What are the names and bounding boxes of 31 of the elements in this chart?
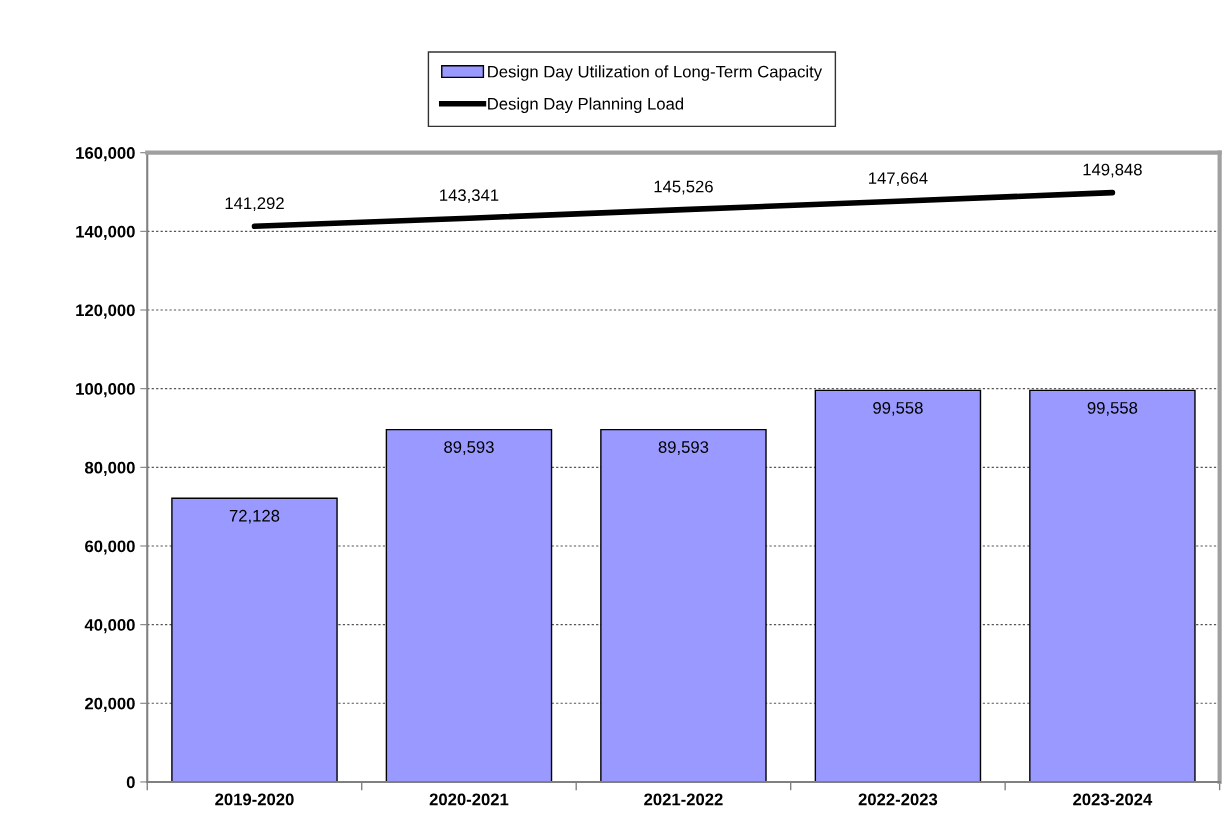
y-tick-label: 20,000 [85,697,135,712]
data-label: 141,292 [225,197,284,212]
y-tick-label: 60,000 [85,540,135,555]
data-label: 99,558 [1087,401,1138,416]
data-label: 99,558 [873,401,923,416]
data-label: 147,664 [869,172,928,186]
y-tick-label: 80,000 [84,461,135,476]
x-tick-label: 2023-2024 [1073,793,1153,806]
y-tick-label: 120,000 [76,304,135,319]
x-tick-label: 2021-2022 [644,793,723,806]
bar [171,497,338,782]
y-tick-label: 140,000 [76,225,135,240]
legend-label: Design Day Utilization of Long-Term Capacity [488,65,823,81]
data-label: 89,593 [444,441,494,455]
x-tick-label: 2022-2023 [858,793,938,806]
data-label: 145,526 [654,180,713,195]
data-label: 149,848 [1083,163,1142,178]
x-tick-label: 2020-2021 [429,793,509,806]
y-tick-label: 40,000 [84,619,135,634]
legend-label: Design Day Planning Load [488,97,684,114]
bar [1029,389,1196,782]
data-label: 89,593 [658,441,709,455]
y-tick-label: 0 [126,776,135,789]
bar [385,428,553,782]
bar [814,389,982,782]
x-tick-label: 2019-2020 [215,793,294,806]
bar [600,428,767,782]
y-tick-label: 100,000 [76,383,135,398]
data-label: 72,128 [229,509,280,524]
data-label: 143,341 [440,189,499,203]
y-tick-label: 160,000 [76,147,135,162]
